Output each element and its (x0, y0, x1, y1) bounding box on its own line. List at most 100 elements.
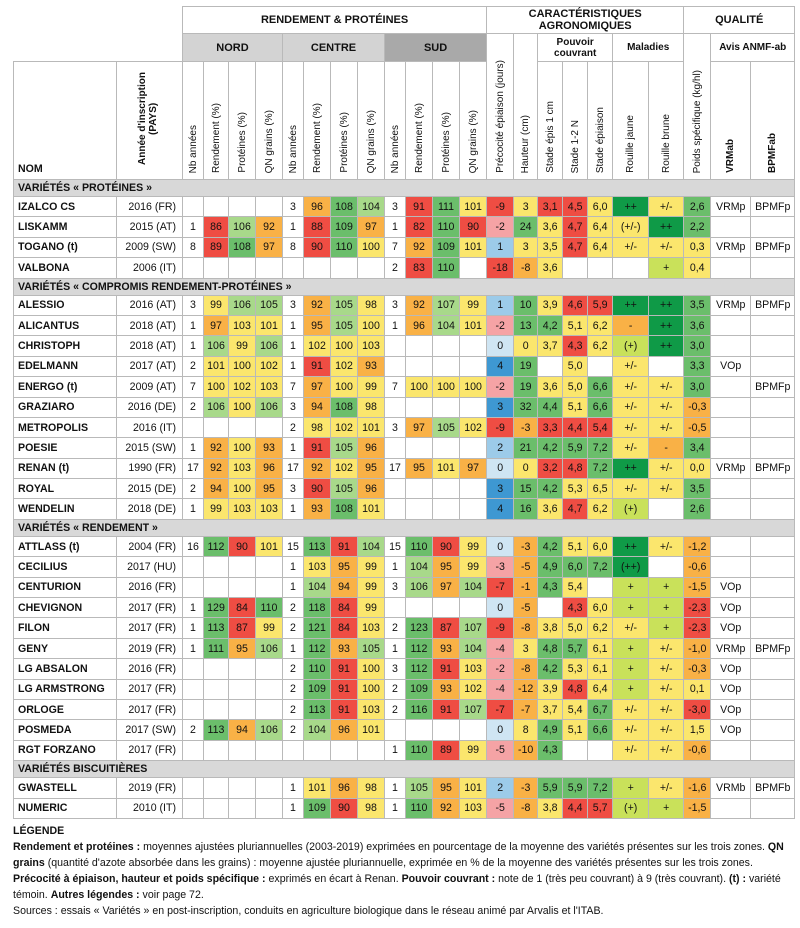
cell-sud-qn: 99 (458, 556, 488, 578)
cell-sud-qn: 101 (458, 236, 488, 259)
col-header-rouille-jaune: Rouille jaune (612, 61, 650, 180)
cell-rouille-jaune (612, 257, 650, 279)
region-header-sud: SUD (383, 33, 488, 62)
section-header-row: VARIÉTÉS BISCUITIÈRES (12, 760, 796, 779)
cell-sud-nb: 2 (384, 257, 406, 279)
cell-sud-rendement: 104 (405, 556, 433, 578)
table-row: IZALCO CS 2016 (FR) 3 96 108 104 3 91 111 101 -9 3 3… (13, 195, 796, 218)
cell-annee: 2017 (FR) (116, 678, 183, 700)
cell-nord-qn: 99 (255, 617, 283, 639)
cell-centre-nb: 8 (282, 236, 304, 259)
cell-poids: 2,6 (683, 195, 712, 218)
cell-nom: IZALCO CS (13, 195, 117, 218)
cell-sud-rendement: 106 (405, 576, 433, 599)
cell-vrmab (710, 498, 752, 520)
cell-sud-rendement: 97 (405, 416, 433, 439)
cell-nord-qn (255, 576, 283, 599)
cell-hauteur: -7 (513, 698, 539, 721)
cell-nord-proteines: 103 (228, 498, 256, 520)
cell-stade-epis: 3,6 (537, 216, 564, 238)
cell-poids: 0,4 (683, 257, 712, 279)
cell-annee: 2018 (AT) (116, 314, 183, 337)
cell-nord-proteines: 106 (228, 294, 256, 316)
col-header-stade-12n: Stade 1-2 N (562, 61, 589, 180)
col-header-centre-nb: Nb années (282, 61, 304, 180)
table-row: POESIE 2015 (SW) 1 92 100 93 1 91 105 96 2 21 4,2 5,9… (13, 437, 796, 459)
cell-annee: 2006 (IT) (116, 257, 183, 279)
cell-rouille-jaune: +/- (612, 236, 650, 259)
cell-sud-nb: 1 (384, 314, 406, 337)
cell-sud-proteines: 110 (432, 257, 460, 279)
cell-sud-nb: 7 (384, 236, 406, 259)
cell-centre-rendement: 91 (303, 355, 331, 378)
cell-rouille-brune: +/- (648, 376, 685, 398)
cell-nord-qn (255, 678, 283, 700)
cell-vrmab: VOp (710, 355, 752, 378)
cell-nord-nb (182, 797, 204, 819)
cell-sud-nb: 17 (384, 457, 406, 480)
cell-sud-rendement: 83 (405, 257, 433, 279)
cell-nom: EDELMANN (13, 355, 117, 378)
cell-nord-proteines (228, 416, 256, 439)
cell-stade-epiaison: 6,5 (587, 478, 614, 500)
cell-stade-12n: 4,5 (562, 195, 589, 218)
table-row: LISKAMM 2015 (AT) 1 86 106 92 1 88 109 97 1 82 110 90… (13, 216, 796, 238)
cell-vrmab (710, 335, 752, 357)
cell-bpmfab: BPMFp (750, 457, 796, 480)
cell-nom: ENERGO (t) (13, 376, 117, 398)
cell-sud-rendement (405, 396, 433, 418)
cell-hauteur: -3 (513, 416, 539, 439)
cell-annee: 2019 (FR) (116, 777, 183, 799)
cell-stade-epis: 3,1 (537, 195, 564, 218)
cell-centre-nb: 2 (282, 719, 304, 741)
cell-sud-qn: 90 (458, 216, 488, 238)
cell-stade-epiaison: 6,2 (587, 314, 614, 337)
cell-stade-12n: 5,1 (562, 396, 589, 418)
cell-nord-proteines: 84 (228, 597, 256, 619)
group-header-rendement: RENDEMENT & PROTÉINES (181, 6, 488, 34)
cell-nord-nb: 8 (182, 236, 204, 259)
col-header-hauteur: Hauteur (cm) (513, 33, 539, 180)
cell-nord-rendement (203, 195, 229, 218)
cell-sud-qn: 99 (458, 294, 488, 316)
cell-centre-nb: 2 (282, 678, 304, 700)
cell-centre-rendement: 98 (303, 416, 331, 439)
cell-nom: RGT FORZANO (13, 739, 117, 762)
cell-nom: RENAN (t) (13, 457, 117, 480)
subheader-avis: Avis ANMF-ab (710, 33, 796, 62)
col-header-nord-nb: Nb années (182, 61, 204, 180)
cell-stade-epis: 3,8 (537, 797, 564, 819)
cell-centre-proteines: 84 (330, 617, 358, 639)
cell-centre-qn: 101 (357, 416, 385, 439)
cell-sud-rendement: 92 (405, 294, 433, 316)
cell-centre-rendement: 102 (303, 335, 331, 357)
cell-nord-nb: 1 (182, 216, 204, 238)
cell-sud-proteines: 93 (432, 678, 460, 700)
cell-sud-rendement (405, 719, 433, 741)
cell-stade-epis: 3,6 (537, 498, 564, 520)
cell-centre-rendement (303, 257, 331, 279)
cell-rouille-brune: +/- (648, 535, 685, 558)
cell-stade-epiaison: 6,0 (587, 597, 614, 619)
cell-centre-proteines: 84 (330, 597, 358, 619)
cell-poids: -0,5 (683, 416, 712, 439)
cell-vrmab (710, 257, 752, 279)
subheader-pouvoir-couvrant: Pouvoir couvrant (537, 33, 614, 62)
cell-stade-12n: 5,3 (562, 478, 589, 500)
cell-sud-rendement (405, 335, 433, 357)
cell-sud-qn (458, 355, 488, 378)
variety-table-container: RENDEMENT & PROTÉINES CARACTÉRISTIQUES A… (12, 6, 796, 819)
cell-sud-qn (458, 478, 488, 500)
cell-vrmab (710, 797, 752, 819)
cell-poids: 2,6 (683, 498, 712, 520)
cell-stade-12n: 4,8 (562, 457, 589, 480)
cell-sud-qn: 101 (458, 195, 488, 218)
cell-hauteur: -8 (513, 658, 539, 680)
cell-bpmfab: BPMFp (750, 236, 796, 259)
cell-nom: VALBONA (13, 257, 117, 279)
cell-stade-epiaison: 6,4 (587, 678, 614, 700)
cell-bpmfab: BPMFp (750, 294, 796, 316)
cell-bpmfab (750, 416, 796, 439)
cell-annee: 2016 (DE) (116, 396, 183, 418)
cell-vrmab: VRMb (710, 777, 752, 799)
